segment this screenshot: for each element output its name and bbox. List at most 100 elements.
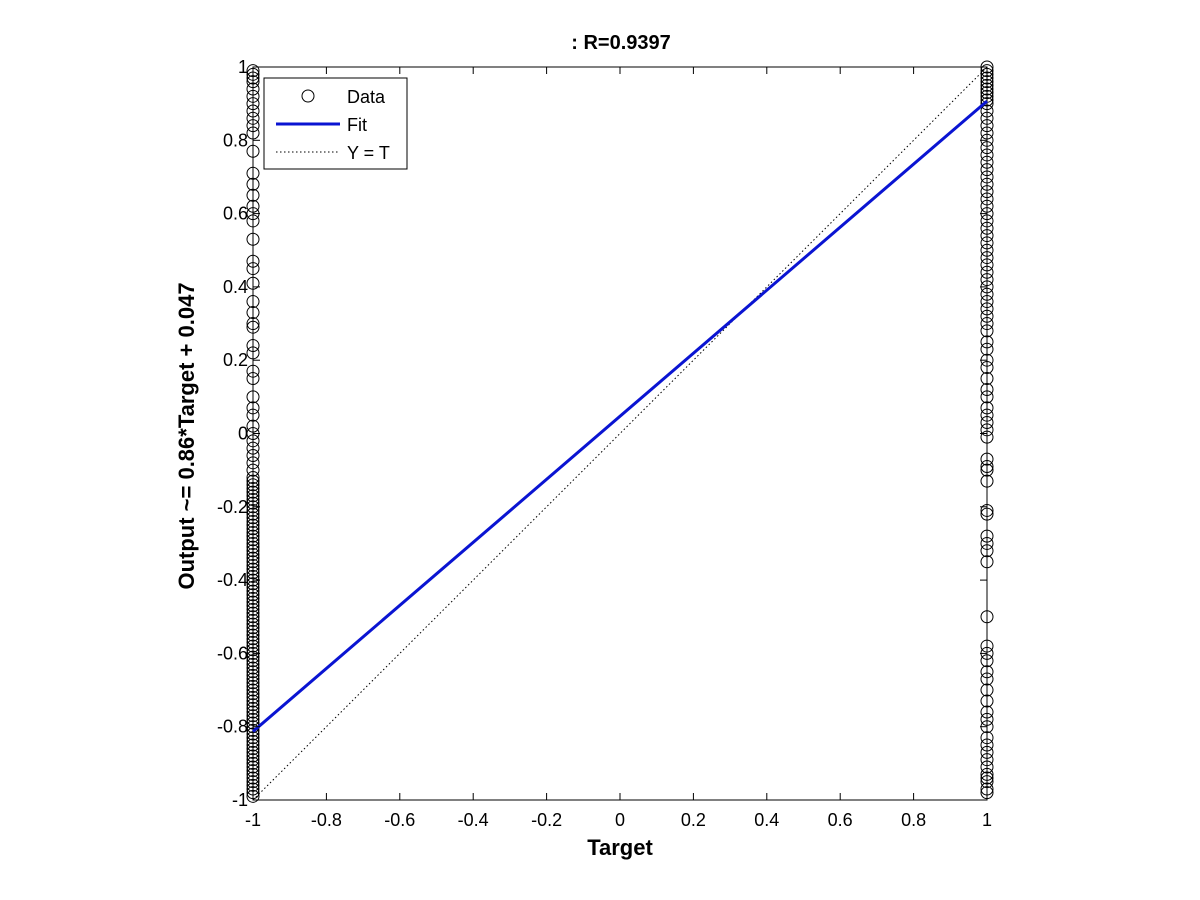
data-point [246, 742, 260, 756]
data-point [980, 265, 994, 279]
data-point [246, 672, 260, 686]
data-point [246, 97, 260, 111]
data-point [980, 430, 994, 444]
data-point [246, 610, 260, 624]
data-point [246, 676, 260, 690]
data-point [980, 177, 994, 191]
data-point [980, 401, 994, 415]
data-point [980, 199, 994, 213]
data-point [246, 496, 260, 510]
data-point [246, 764, 260, 778]
data-point [246, 734, 260, 748]
data-point [246, 295, 260, 309]
data-point [246, 551, 260, 565]
data-point [980, 111, 994, 125]
data-point [980, 78, 994, 92]
data-point [980, 639, 994, 653]
data-point [246, 441, 260, 455]
data-point [246, 577, 260, 591]
legend-label-data: Data [347, 87, 386, 107]
data-point [980, 672, 994, 686]
y-tick-label: -1 [232, 790, 248, 810]
y-tick-label: 0 [238, 424, 248, 444]
data-point [980, 536, 994, 550]
data-point [246, 679, 260, 693]
x-tick-label: 0.4 [754, 810, 779, 830]
y-tick-labels: -1 -0.8 -0.6 -0.4 -0.2 0 0.2 0.4 0.6 0.8 1 [217, 57, 248, 810]
data-point [980, 163, 994, 177]
data-point [980, 317, 994, 331]
data-point [246, 177, 260, 191]
data-point [980, 753, 994, 767]
y-tick-label: 0.2 [223, 350, 248, 370]
fit-line-layer [252, 99, 988, 733]
data-point [980, 555, 994, 569]
x-tick-label: 0 [615, 810, 625, 830]
data-point [246, 602, 260, 616]
data-point [980, 170, 994, 184]
data-point [246, 555, 260, 569]
data-point [246, 544, 260, 558]
data-point [246, 126, 260, 140]
data-point [246, 408, 260, 422]
y-tick-label: -0.4 [217, 570, 248, 590]
data-point [246, 188, 260, 202]
data-point [980, 295, 994, 309]
data-point [980, 416, 994, 430]
data-point [246, 723, 260, 737]
data-point [980, 119, 994, 133]
y-tick-label: 1 [238, 57, 248, 77]
data-point [246, 364, 260, 378]
data-point [246, 214, 260, 228]
legend-label-fit: Fit [347, 115, 367, 135]
data-point [980, 309, 994, 323]
data-point [246, 119, 260, 133]
data-point [246, 522, 260, 536]
data-point [246, 232, 260, 246]
data-point [246, 75, 260, 89]
data-point [980, 93, 994, 107]
data-point [246, 166, 260, 180]
x-tick-label: 0.8 [901, 810, 926, 830]
data-point [980, 463, 994, 477]
data-point [246, 485, 260, 499]
data-point [246, 104, 260, 118]
data-point [246, 456, 260, 470]
data-point [980, 775, 994, 789]
x-tick-labels: -1 -0.8 -0.6 -0.4 -0.2 0 0.2 0.4 0.6 0.8 1 [245, 810, 992, 830]
data-point [246, 536, 260, 550]
data-point [246, 621, 260, 635]
data-point [980, 423, 994, 437]
data-point [980, 544, 994, 558]
data-point [246, 481, 260, 495]
data-point [246, 661, 260, 675]
identity-line [252, 66, 988, 801]
data-point [246, 434, 260, 448]
data-point [980, 214, 994, 228]
data-point [980, 745, 994, 759]
data-point [246, 709, 260, 723]
data-point [246, 778, 260, 792]
data-point [980, 335, 994, 349]
data-point [246, 254, 260, 268]
data-point [246, 705, 260, 719]
data-point [980, 97, 994, 111]
y-axis-label: Output ~= 0.86*Target + 0.047 [174, 282, 199, 589]
x-tick-label: -0.6 [384, 810, 415, 830]
x-axis-label: Target [587, 835, 653, 860]
data-point [980, 104, 994, 118]
data-point [980, 372, 994, 386]
data-point [980, 236, 994, 250]
data-point [980, 610, 994, 624]
data-point [246, 584, 260, 598]
data-point [246, 775, 260, 789]
data-point [246, 89, 260, 103]
data-point [246, 654, 260, 668]
data-point [246, 64, 260, 78]
data-point [246, 687, 260, 701]
y-tick-label: 0.8 [223, 130, 248, 150]
data-point [246, 632, 260, 646]
data-point [246, 767, 260, 781]
data-point [246, 606, 260, 620]
